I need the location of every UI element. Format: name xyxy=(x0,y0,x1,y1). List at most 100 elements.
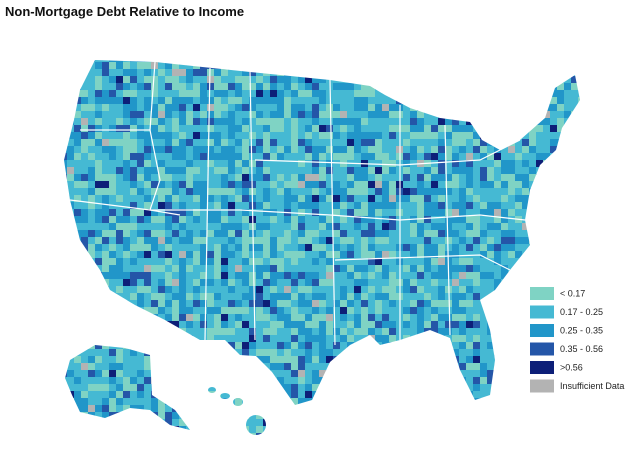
county-cell xyxy=(270,370,278,378)
county-cell xyxy=(123,433,131,435)
county-cell xyxy=(508,300,516,308)
county-cell xyxy=(228,377,236,385)
county-cell xyxy=(221,377,229,385)
county-cell xyxy=(347,328,355,336)
county-cell xyxy=(543,167,551,175)
county-cell xyxy=(235,349,243,357)
county-cell xyxy=(564,111,572,119)
county-cell xyxy=(263,76,271,84)
county-cell xyxy=(123,153,131,161)
county-cell xyxy=(193,216,201,224)
county-cell xyxy=(193,132,201,140)
county-cell xyxy=(270,321,278,329)
county-cell xyxy=(424,174,432,182)
county-cell xyxy=(389,328,397,336)
county-cell xyxy=(193,377,201,385)
county-cell xyxy=(389,118,397,126)
county-cell xyxy=(249,335,257,343)
county-cell xyxy=(151,412,159,420)
county-cell xyxy=(382,370,390,378)
county-cell xyxy=(81,216,89,224)
county-cell xyxy=(179,160,187,168)
county-cell xyxy=(536,230,544,238)
county-cell xyxy=(438,349,446,357)
county-cell xyxy=(326,335,334,343)
county-cell xyxy=(578,391,580,399)
county-cell xyxy=(312,272,320,280)
county-cell xyxy=(466,223,474,231)
county-cell xyxy=(312,335,320,343)
county-cell xyxy=(298,209,306,217)
county-cell xyxy=(515,209,523,217)
county-cell xyxy=(522,412,530,420)
county-cell xyxy=(200,335,208,343)
county-cell xyxy=(578,83,580,91)
county-cell xyxy=(487,153,495,161)
county-cell xyxy=(81,209,89,217)
county-cell xyxy=(137,321,145,329)
county-cell xyxy=(242,76,250,84)
county-cell xyxy=(564,230,572,238)
county-cell xyxy=(529,405,537,413)
county-cell xyxy=(81,195,89,203)
county-cell xyxy=(284,314,292,322)
county-cell xyxy=(102,202,110,210)
county-cell xyxy=(144,377,152,385)
county-cell xyxy=(452,188,460,196)
county-cell xyxy=(361,104,369,112)
county-cell xyxy=(165,349,173,357)
county-cell xyxy=(263,398,271,406)
county-cell xyxy=(74,398,82,406)
county-cell xyxy=(508,202,516,210)
border xyxy=(204,67,211,341)
county-cell xyxy=(508,258,516,266)
county-cell xyxy=(291,300,299,308)
county-cell xyxy=(144,223,152,231)
county-cell xyxy=(431,174,439,182)
county-cell xyxy=(207,188,215,196)
county-cell xyxy=(291,419,299,427)
county-cell xyxy=(438,405,446,413)
county-cell xyxy=(396,391,404,399)
county-cell xyxy=(88,433,96,435)
county-cell xyxy=(515,60,523,63)
county-cell xyxy=(270,279,278,287)
county-cell xyxy=(277,132,285,140)
county-cell xyxy=(494,384,502,392)
county-cell xyxy=(501,83,509,91)
county-cell xyxy=(186,258,194,266)
county-cell xyxy=(186,195,194,203)
county-cell xyxy=(186,405,194,413)
county-cell xyxy=(109,62,117,70)
county-cell xyxy=(501,181,509,189)
county-cell xyxy=(438,69,446,77)
county-cell xyxy=(571,83,579,91)
county-cell xyxy=(81,321,89,329)
county-cell xyxy=(410,195,418,203)
county-cell xyxy=(473,62,481,70)
county-cell xyxy=(564,160,572,168)
county-cell xyxy=(508,76,516,84)
county-cell xyxy=(263,384,271,392)
county-cell xyxy=(256,139,264,147)
county-cell xyxy=(193,139,201,147)
county-cell xyxy=(249,111,257,119)
county-cell xyxy=(550,251,558,259)
county-cell xyxy=(445,90,453,98)
county-cell xyxy=(193,153,201,161)
county-cell xyxy=(326,118,334,126)
county-cell xyxy=(151,433,159,435)
county-cell xyxy=(431,111,439,119)
county-cell xyxy=(354,419,362,427)
county-cell xyxy=(102,160,110,168)
county-cell xyxy=(382,188,390,196)
county-cell xyxy=(137,139,145,147)
county-cell xyxy=(501,160,509,168)
county-cell xyxy=(102,391,110,399)
county-cell xyxy=(130,265,138,273)
county-cell xyxy=(543,405,551,413)
county-cell xyxy=(487,223,495,231)
county-cell xyxy=(480,118,488,126)
county-cell xyxy=(172,286,180,294)
county-cell xyxy=(263,118,271,126)
